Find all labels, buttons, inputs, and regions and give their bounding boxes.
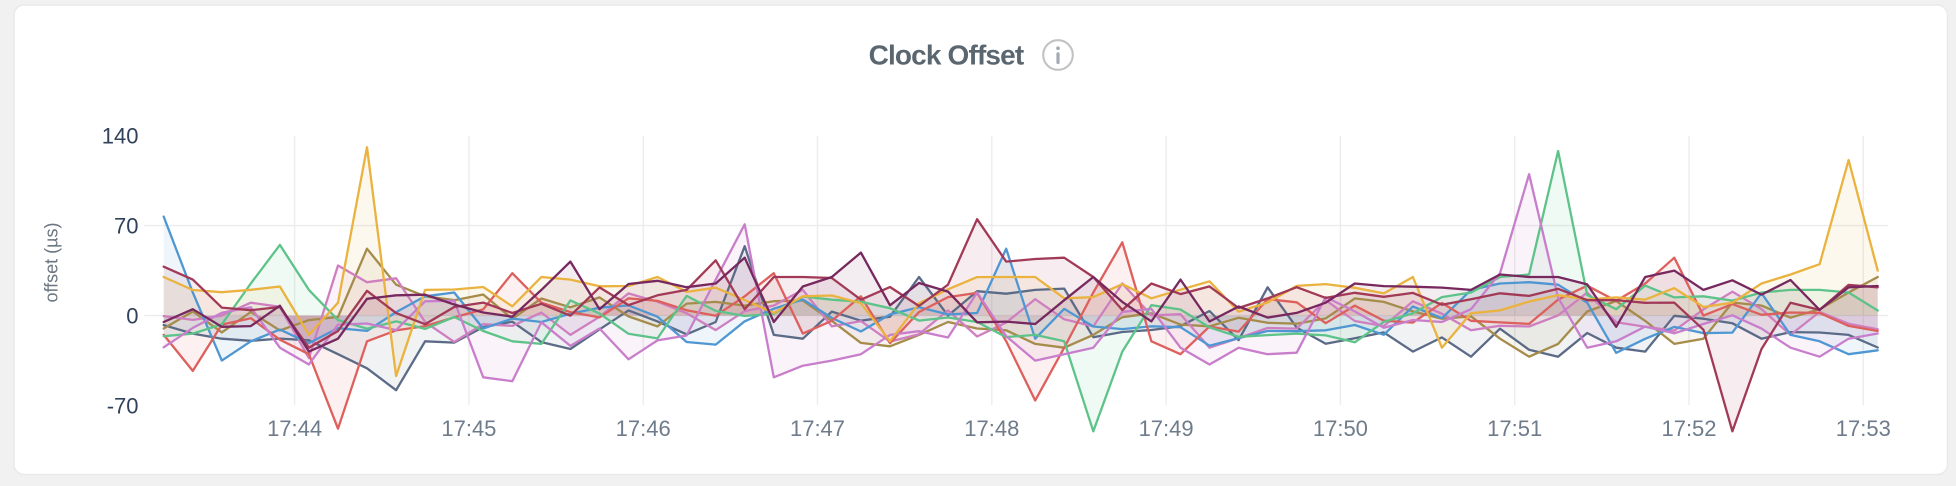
svg-text:offset (µs): offset (µs): [42, 222, 62, 302]
svg-text:17:45: 17:45: [441, 416, 496, 441]
svg-text:17:49: 17:49: [1139, 416, 1194, 441]
svg-text:17:48: 17:48: [964, 416, 1019, 441]
svg-text:17:46: 17:46: [616, 416, 671, 441]
svg-text:17:50: 17:50: [1313, 416, 1368, 441]
svg-text:17:44: 17:44: [267, 416, 322, 441]
svg-text:17:47: 17:47: [790, 416, 845, 441]
svg-text:70: 70: [114, 213, 138, 238]
svg-text:17:52: 17:52: [1661, 416, 1716, 441]
svg-text:-70: -70: [107, 393, 139, 418]
svg-text:17:51: 17:51: [1487, 416, 1542, 441]
svg-text:17:53: 17:53: [1836, 416, 1891, 441]
svg-text:0: 0: [126, 303, 138, 328]
svg-text:140: 140: [102, 123, 139, 148]
svg-text:Clock Offset: Clock Offset: [869, 40, 1024, 71]
